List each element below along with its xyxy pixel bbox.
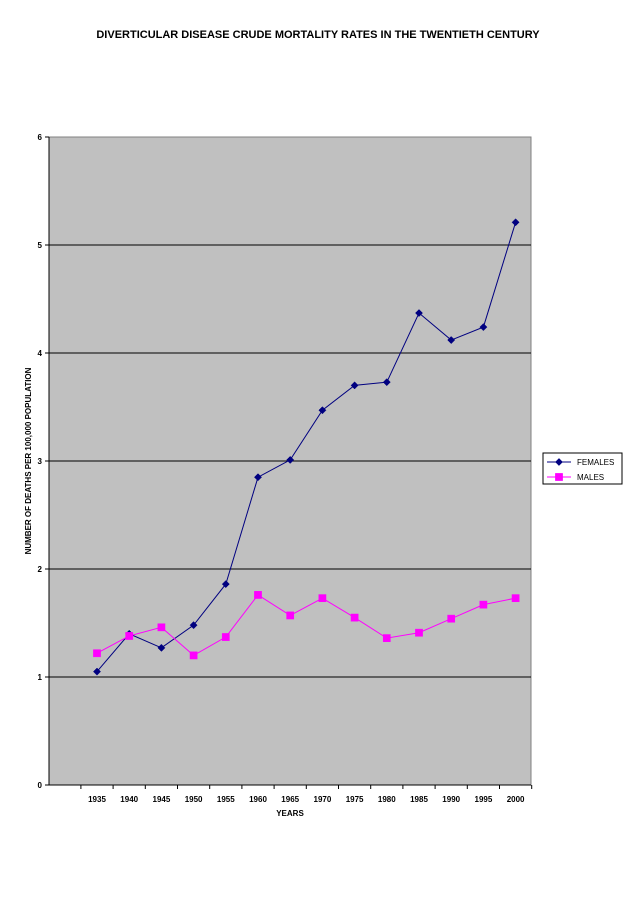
- data-point-males: [382, 634, 391, 642]
- data-point-males: [350, 613, 359, 622]
- legend-marker-males: [555, 473, 563, 481]
- data-point-females: [415, 309, 423, 317]
- data-point-females: [189, 621, 198, 630]
- data-point-females: [93, 667, 101, 676]
- y-tick-label: 2: [38, 565, 43, 574]
- legend-label-females: FEMALES: [577, 458, 614, 467]
- x-tick-label: 1990: [442, 795, 460, 804]
- x-tick-label: 1945: [153, 795, 171, 804]
- data-point-males: [125, 632, 134, 640]
- data-point-females: [479, 323, 488, 332]
- legend-entry-males: MALES: [547, 473, 604, 482]
- y-tick-label: 6: [38, 133, 43, 142]
- legend: FEMALES MALES: [542, 452, 623, 485]
- series-males: [93, 591, 520, 660]
- data-point-females: [286, 455, 295, 464]
- x-tick-label: 1935: [88, 795, 106, 804]
- x-tick-label: 2000: [507, 795, 525, 804]
- data-point-males: [479, 600, 488, 609]
- data-point-males: [189, 651, 198, 660]
- legend-items: FEMALES MALES: [547, 458, 614, 482]
- data-point-females: [221, 580, 230, 589]
- data-point-females: [318, 406, 327, 415]
- data-point-females: [382, 378, 391, 387]
- x-tick-label: 1970: [314, 795, 332, 804]
- legend-entry-females: FEMALES: [547, 458, 614, 467]
- x-tick-label: 1960: [249, 795, 267, 804]
- y-tick-label: 1: [38, 673, 43, 682]
- x-axis-label: YEARS: [276, 809, 304, 818]
- data-point-males: [254, 591, 262, 599]
- legend-label-males: MALES: [577, 473, 604, 482]
- data-point-females: [447, 336, 456, 344]
- data-point-males: [511, 594, 520, 603]
- x-tick-label: 1975: [346, 795, 364, 804]
- y-tick-label: 0: [38, 781, 43, 790]
- y-tick-label: 4: [38, 349, 43, 358]
- data-point-males: [318, 594, 327, 603]
- series-females: [93, 218, 520, 676]
- grid-lines: [49, 244, 531, 678]
- x-tick-label: 1985: [410, 795, 428, 804]
- y-tick-label: 3: [38, 457, 43, 466]
- data-point-males: [286, 611, 295, 620]
- data-point-females: [511, 218, 520, 227]
- chart-title: DIVERTICULAR DISEASE CRUDE MORTALITY RAT…: [96, 29, 540, 41]
- series-line-females: [96, 222, 517, 672]
- legend-marker-females: [555, 458, 563, 466]
- series-layer: [93, 218, 520, 676]
- data-point-females: [350, 381, 359, 390]
- data-point-males: [221, 633, 230, 641]
- data-point-males: [415, 628, 423, 637]
- y-axis-label: NUMBER OF DEATHS PER 100,000 POPULATION: [24, 367, 33, 554]
- x-tick-label: 1965: [281, 795, 299, 804]
- data-point-males: [93, 649, 101, 658]
- data-point-males: [157, 623, 166, 632]
- x-tick-label: 1980: [378, 795, 396, 804]
- y-axis: 0 1 2 3 4 5 6: [38, 133, 50, 790]
- x-tick-label: 1995: [475, 795, 493, 804]
- x-axis: 1935 1940 1945 1950 1955 1960 1965 1970 1975 1980…: [49, 784, 533, 804]
- x-tick-label: 1950: [185, 795, 203, 804]
- data-point-males: [447, 614, 456, 623]
- y-tick-label: 5: [38, 241, 43, 250]
- x-tick-label: 1940: [120, 795, 138, 804]
- data-point-females: [157, 643, 166, 652]
- series-line-males: [96, 594, 516, 657]
- x-tick-label: 1955: [217, 795, 235, 804]
- data-point-females: [254, 473, 262, 482]
